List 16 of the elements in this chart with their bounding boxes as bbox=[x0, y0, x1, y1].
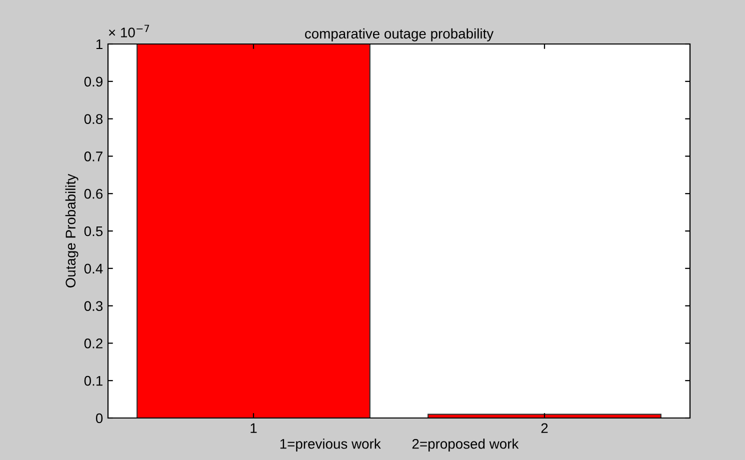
x-axis-title: 1=previous work 2=proposed work bbox=[280, 438, 519, 452]
y-tick-label: 0 bbox=[96, 413, 103, 424]
x-tick-label: 2 bbox=[541, 423, 548, 433]
y-tick-label: 1 bbox=[96, 39, 102, 50]
y-tick-label: 0.9 bbox=[84, 76, 102, 87]
y-tick-label: 0.4 bbox=[84, 264, 103, 274]
chart-title: comparative outage probability bbox=[305, 28, 494, 42]
y-tick-label: 0.1 bbox=[84, 376, 102, 386]
y-tick-label: 0.3 bbox=[84, 301, 103, 311]
y-tick-label: 0.7 bbox=[84, 152, 102, 162]
y-tick-label: 0.6 bbox=[84, 188, 103, 199]
text: × 10$^{−7}$ bbox=[108, 24, 150, 38]
y-tick-label: 0.8 bbox=[84, 114, 103, 124]
y-axis-title: Outage Probability bbox=[65, 174, 78, 288]
y-tick-label: 0.5 bbox=[84, 226, 103, 236]
y-tick-label: 0.2 bbox=[84, 338, 102, 348]
